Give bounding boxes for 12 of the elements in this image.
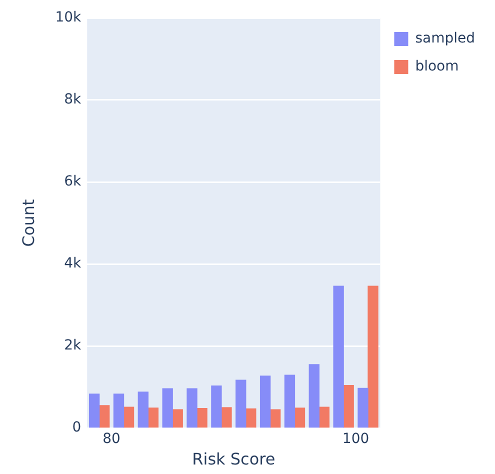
legend-label: bloom <box>415 58 459 75</box>
legend-label: sampled <box>415 30 476 47</box>
x-axis-title: Risk Score <box>192 450 276 469</box>
x-tick-label: 80 <box>102 431 120 448</box>
y-tick-label: 4k <box>64 256 82 272</box>
y-tick-label: 0 <box>72 420 82 436</box>
y-tick-label: 8k <box>64 92 82 108</box>
y-tick-label: 10k <box>55 10 82 26</box>
y-axis-title: Count <box>18 199 38 247</box>
y-tick-label: 2k <box>64 338 82 354</box>
y-tick-label: 6k <box>64 174 82 190</box>
x-tick-label: 100 <box>342 431 370 448</box>
